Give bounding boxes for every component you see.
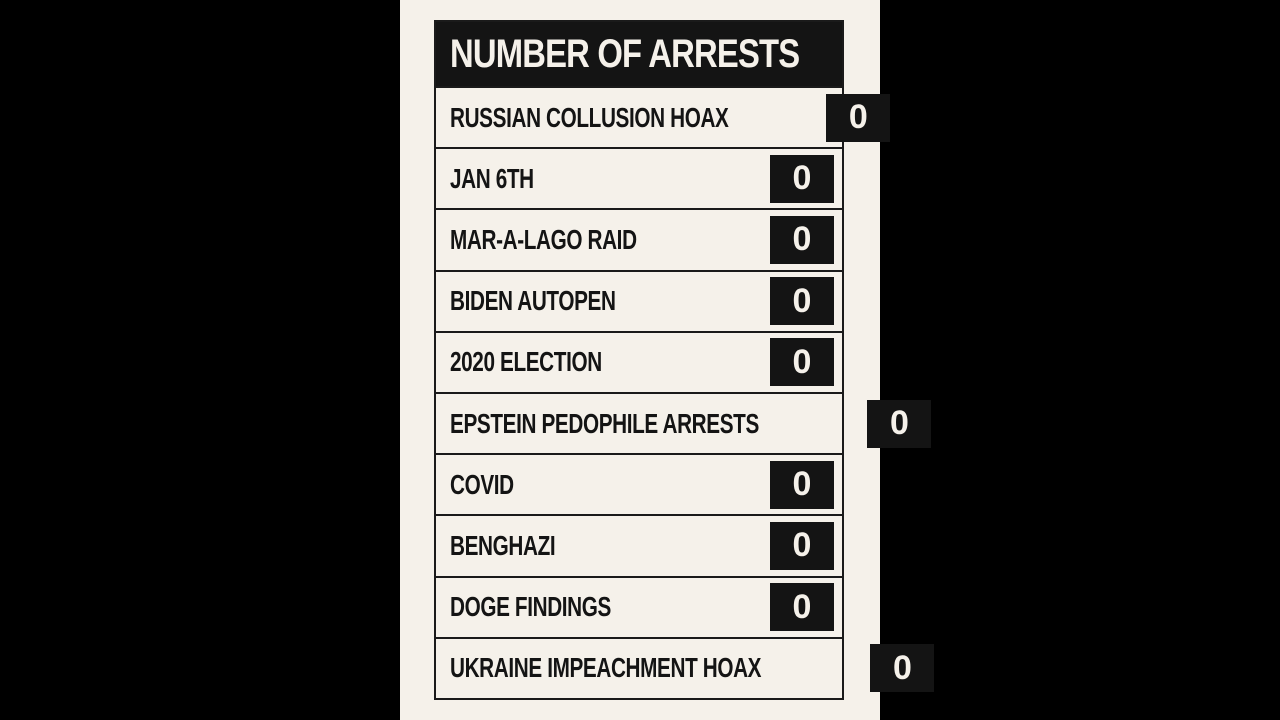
title-text: NUMBER OF ARRESTS (450, 31, 800, 76)
row-value: 0 (770, 460, 834, 509)
table-row: RUSSIAN COLLUSION HOAX 0 (436, 86, 891, 147)
arrests-table: NUMBER OF ARRESTS RUSSIAN COLLUSION HOAX… (434, 20, 935, 700)
row-label: JAN 6TH (450, 162, 534, 194)
row-label: MAR-A-LAGO RAID (450, 223, 637, 255)
row-label: COVID (450, 468, 514, 500)
table-title: NUMBER OF ARRESTS (436, 22, 842, 86)
table-row: EPSTEIN PEDOPHILE ARRESTS 0 (436, 391, 932, 453)
row-value: 0 (770, 338, 834, 387)
table-row: COVID 0 (436, 453, 842, 514)
row-label: 2020 ELECTION (450, 346, 602, 378)
table-row: BIDEN AUTOPEN 0 (436, 269, 842, 331)
row-value: 0 (826, 93, 891, 142)
table-row: JAN 6TH 0 (436, 147, 842, 208)
table-row: MAR-A-LAGO RAID 0 (436, 208, 842, 269)
row-value: 0 (770, 154, 834, 203)
row-label: BENGHAZI (450, 529, 556, 561)
row-label: UKRAINE IMPEACHMENT HOAX (450, 652, 762, 684)
row-value: 0 (770, 521, 834, 570)
row-value: 0 (770, 277, 834, 326)
row-value: 0 (770, 215, 834, 264)
table-row: UKRAINE IMPEACHMENT HOAX 0 (436, 636, 935, 698)
table-row: DOGE FINDINGS 0 (436, 575, 842, 637)
table-row: BENGHAZI 0 (436, 514, 842, 575)
row-value: 0 (870, 644, 935, 693)
row-label: BIDEN AUTOPEN (450, 285, 616, 317)
table-row: 2020 ELECTION 0 (436, 330, 842, 392)
row-value: 0 (770, 583, 834, 632)
row-label: EPSTEIN PEDOPHILE ARRESTS (450, 407, 759, 439)
row-value: 0 (867, 399, 932, 448)
row-label: DOGE FINDINGS (450, 591, 611, 623)
row-label: RUSSIAN COLLUSION HOAX (450, 101, 729, 133)
